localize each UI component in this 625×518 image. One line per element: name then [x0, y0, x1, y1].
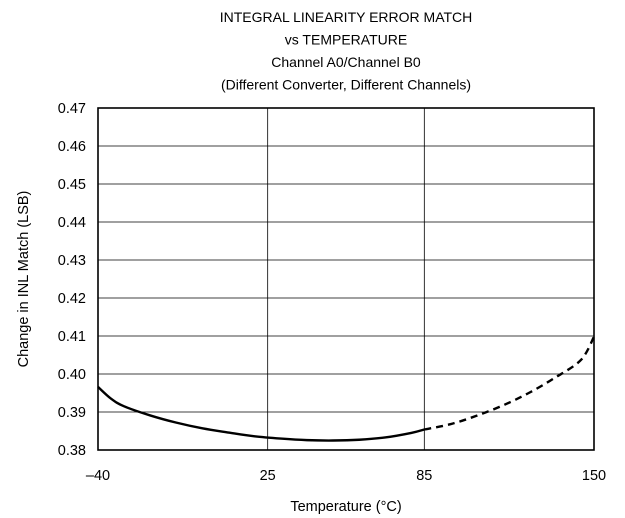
- y-tick-labels: 0.38 0.39 0.40 0.41 0.42 0.43 0.44 0.45 0.46 0.47: [58, 101, 86, 459]
- x-axis-label: Temperature (°C): [290, 499, 401, 515]
- title-line-2: vs TEMPERATURE: [285, 32, 407, 48]
- y-tick-label: 0.44: [58, 215, 86, 231]
- y-tick-label: 0.46: [58, 139, 86, 155]
- y-tick-label: 0.42: [58, 291, 86, 307]
- solid-series-line: [97, 386, 425, 442]
- x-tick-label: 25: [260, 468, 276, 484]
- title-line-3: Channel A0/Channel B0: [271, 54, 421, 70]
- series: [97, 336, 596, 442]
- y-tick-label: 0.40: [58, 367, 86, 383]
- y-axis-label: Change in INL Match (LSB): [16, 191, 32, 368]
- chart-title: INTEGRAL LINEARITY ERROR MATCH vs TEMPERA…: [220, 9, 473, 93]
- grid: [98, 108, 594, 450]
- plot-frame: [97, 107, 595, 451]
- y-tick-label: 0.41: [58, 329, 86, 345]
- y-tick-label: 0.45: [58, 177, 86, 193]
- y-tick-label: 0.38: [58, 443, 86, 459]
- title-line-1: INTEGRAL LINEARITY ERROR MATCH: [220, 9, 473, 25]
- y-tick-label: 0.43: [58, 253, 86, 269]
- dashed-series-line: [424, 336, 596, 431]
- x-tick-label: 150: [582, 468, 606, 484]
- y-tick-label: 0.47: [58, 101, 86, 117]
- y-tick-label: 0.39: [58, 405, 86, 421]
- x-tick-labels: –40 25 85 150: [86, 468, 606, 484]
- x-tick-label: 85: [416, 468, 432, 484]
- title-line-4: (Different Converter, Different Channels…: [221, 77, 471, 93]
- x-tick-label: –40: [86, 468, 110, 484]
